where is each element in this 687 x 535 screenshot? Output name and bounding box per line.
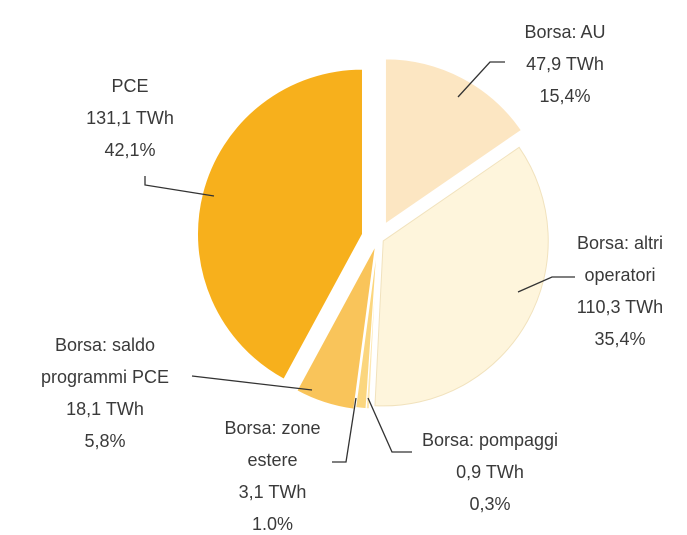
leader-line <box>367 397 412 453</box>
category-label: Borsa: AU <box>524 22 606 42</box>
slice-label: Borsa: pompaggi 0,9 TWh 0,3% <box>410 424 570 520</box>
percent-label: 35,4% <box>594 329 646 349</box>
percent-label: 15,4% <box>539 86 591 106</box>
value-label: 3,1 TWh <box>238 482 307 502</box>
slice-label: Borsa: altri operatori 110,3 TWh 35,4% <box>560 227 680 355</box>
category-label: Borsa: altri operatori <box>576 233 664 285</box>
pie-slice <box>374 146 549 407</box>
category-label: Borsa: pompaggi <box>421 430 559 450</box>
slice-label: PCE 131,1 TWh 42,1% <box>60 70 200 166</box>
percent-label: 1.0% <box>251 514 294 534</box>
slice-label: Borsa: AU 47,9 TWh 15,4% <box>480 16 650 112</box>
category-label: Borsa: saldo programmi PCE <box>40 335 170 387</box>
category-label: PCE <box>111 76 149 96</box>
percent-label: 42,1% <box>104 140 156 160</box>
slices <box>197 58 549 410</box>
leader-line <box>517 276 575 293</box>
value-label: 0,9 TWh <box>456 462 524 482</box>
slice-label: Borsa: zone estere 3,1 TWh 1.0% <box>200 412 345 535</box>
leader-line <box>144 176 215 197</box>
value-label: 18,1 TWh <box>66 399 144 419</box>
leader-line <box>191 375 313 391</box>
category-label: Borsa: zone estere <box>224 418 321 470</box>
value-label: 110,3 TWh <box>576 297 664 317</box>
percent-label: 5,8% <box>84 431 126 451</box>
pie-slice <box>355 243 378 410</box>
value-label: 47,9 TWh <box>526 54 604 74</box>
percent-label: 0,3% <box>469 494 511 514</box>
leader-line <box>457 61 505 98</box>
value-label: 131,1 TWh <box>86 108 174 128</box>
leader-line <box>332 397 357 463</box>
slice-label: Borsa: saldo programmi PCE 18,1 TWh 5,8% <box>20 329 190 457</box>
pie-slice <box>384 58 523 225</box>
